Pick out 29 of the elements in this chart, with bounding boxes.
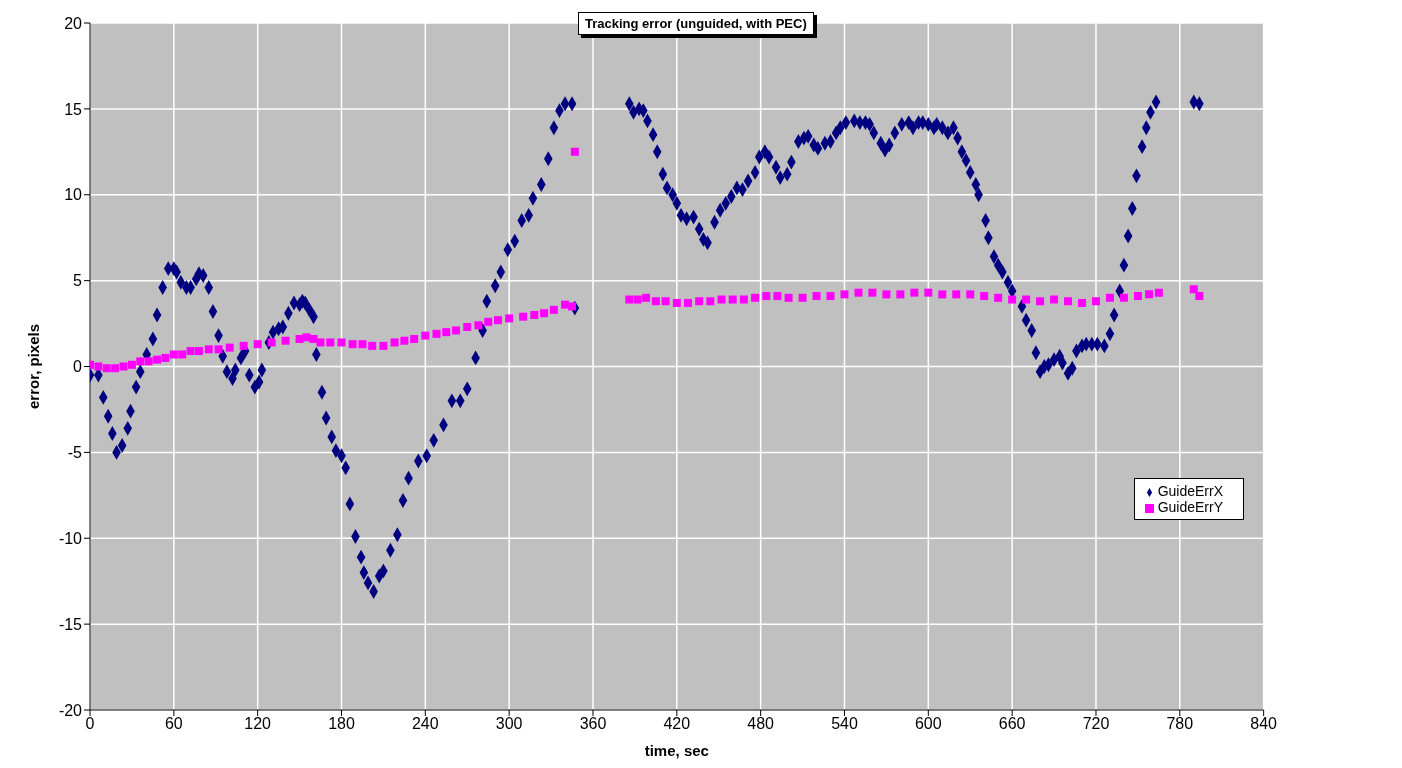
legend-label: GuideErrY	[1157, 499, 1223, 515]
y-tick-label: -5	[67, 444, 83, 462]
x-tick-label: 780	[1166, 715, 1194, 733]
x-tick-label: 360	[579, 715, 607, 733]
x-tick-label: 720	[1082, 715, 1110, 733]
x-tick-label: 540	[831, 715, 858, 733]
x-axis-title: time, sec	[644, 742, 709, 759]
x-tick-label: 840	[1250, 715, 1278, 733]
x-tick-label: 420	[663, 715, 691, 733]
y-tick-label: -15	[58, 615, 83, 633]
x-tick-label: 300	[495, 715, 523, 733]
x-tick-label: 660	[998, 715, 1026, 733]
chart-title: Tracking error (unguided, with PEC)	[578, 12, 814, 35]
legend-label: GuideErrX	[1157, 483, 1223, 499]
y-tick-label: -20	[58, 701, 83, 719]
x-tick-label: 240	[411, 715, 439, 733]
y-tick-label: 0	[73, 358, 83, 376]
x-tick-label: 180	[328, 715, 355, 733]
x-tick-label: 480	[747, 715, 775, 733]
y-tick-label: -10	[58, 529, 83, 547]
y-tick-label: 20	[64, 14, 83, 32]
x-tick-label: 0	[85, 715, 95, 733]
y-tick-label: 10	[64, 186, 83, 204]
y-axis-title: error, pixels	[25, 323, 43, 410]
x-tick-label: 60	[164, 715, 183, 733]
x-tick-label: 600	[914, 715, 942, 733]
y-tick-label: 15	[64, 100, 83, 118]
y-tick-label: 5	[73, 272, 83, 290]
x-tick-label: 120	[244, 715, 272, 733]
